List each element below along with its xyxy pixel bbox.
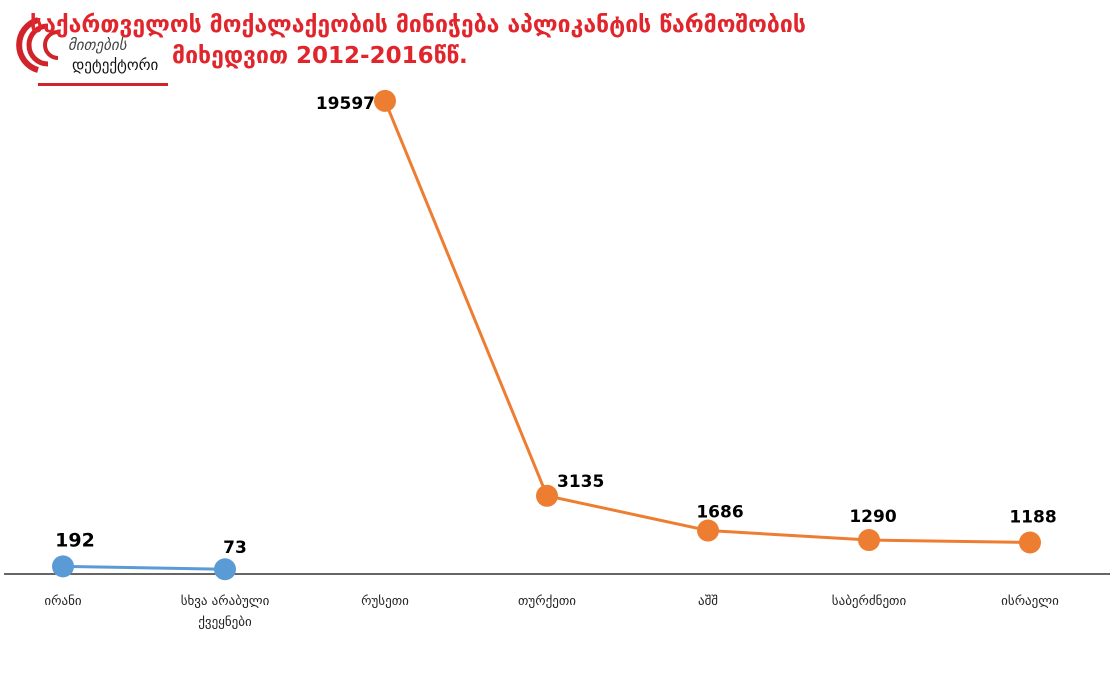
data-point-1[interactable] bbox=[214, 558, 236, 581]
data-point-2[interactable] bbox=[374, 89, 396, 112]
x-tick-labels: ირანი სხვა არაბული ქვეყნები რუსეთი თურქეთი აშ… bbox=[44, 594, 1059, 630]
data-point-6[interactable] bbox=[1019, 531, 1041, 554]
broadcast-icon bbox=[16, 17, 59, 73]
x-tick-label-6: ისრაელი bbox=[1001, 594, 1059, 609]
data-label-5: 1290 bbox=[849, 507, 896, 527]
x-tick-label-4: აშშ bbox=[698, 594, 718, 609]
x-tick-label-1: სხვა არაბული ქვეყნები bbox=[181, 594, 270, 630]
data-label-0: 192 bbox=[55, 529, 95, 551]
logo-text-top: მითების bbox=[68, 36, 127, 54]
chart-title-line-1: საქართველოს მოქალაქეობის მინიჭება აპლიკა… bbox=[30, 12, 806, 38]
x-tick-label-5: საბერძნეთი bbox=[832, 594, 907, 609]
data-point-4[interactable] bbox=[697, 519, 719, 542]
data-point-5[interactable] bbox=[858, 529, 880, 552]
data-label-1: 73 bbox=[223, 538, 247, 558]
series-layer bbox=[52, 89, 1041, 581]
series-line-1 bbox=[383, 100, 1031, 544]
data-point-3[interactable] bbox=[536, 484, 558, 507]
logo: მითების დეტექტორი bbox=[8, 12, 168, 86]
data-label-3: 3135 bbox=[557, 472, 604, 492]
data-label-2: 19597 bbox=[316, 94, 375, 114]
logo-underline bbox=[38, 83, 168, 86]
data-point-0[interactable] bbox=[52, 555, 74, 578]
data-label-6: 1188 bbox=[1009, 508, 1056, 528]
label-layer: 192 73 19597 3135 1686 1290 1188 bbox=[55, 94, 1057, 558]
x-tick-label-3: თურქეთი bbox=[518, 594, 576, 609]
logo-text-bottom: დეტექტორი bbox=[72, 56, 159, 74]
chart-title: საქართველოს მოქალაქეობის მინიჭება აპლიკა… bbox=[30, 10, 1030, 72]
data-label-4: 1686 bbox=[696, 503, 743, 523]
x-tick-label-0: ირანი bbox=[44, 594, 81, 609]
chart-title-line-2: მიხედვით 2012-2016წწ. bbox=[172, 43, 468, 69]
x-tick-label-2: რუსეთი bbox=[361, 594, 409, 609]
series-line-0 bbox=[62, 564, 226, 571]
